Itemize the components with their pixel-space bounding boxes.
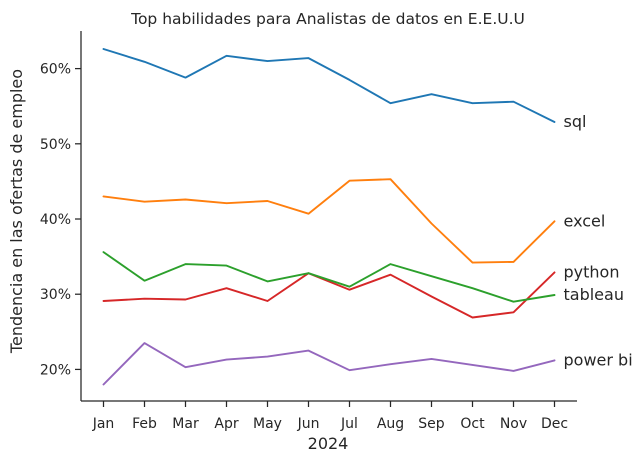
data-point-tableau: [266, 280, 269, 283]
y-tick-label: 40%: [40, 212, 71, 228]
data-point-sql: [512, 101, 515, 103]
data-point-tableau: [102, 251, 105, 253]
data-point-tableau: [430, 275, 433, 277]
data-point-sql: [471, 102, 474, 104]
data-point-tableau: [471, 287, 474, 289]
data-point-python: [225, 287, 228, 289]
data-point-power-bi: [430, 358, 433, 360]
data-point-excel: [225, 202, 228, 204]
series-label-power-bi: power bi: [564, 350, 633, 369]
x-tick-label: Jun: [297, 416, 320, 432]
data-point-tableau: [512, 301, 515, 303]
data-point-sql: [430, 93, 433, 95]
data-point-tableau: [553, 294, 556, 296]
data-point-python: [102, 300, 105, 302]
y-tick-label: 30%: [40, 287, 71, 303]
data-point-excel: [348, 180, 351, 182]
data-point-tableau: [143, 280, 146, 282]
data-point-python: [389, 274, 392, 276]
y-axis-ticks: 20% 30% 40% 50% 60%: [40, 62, 81, 378]
data-point-excel: [307, 213, 310, 215]
data-point-power-bi: [307, 350, 310, 352]
y-axis-title: Tendencia en las ofertas de empleo: [7, 69, 26, 354]
y-tick-label: 50%: [40, 137, 71, 153]
x-tick-label: Feb: [132, 416, 157, 432]
data-point-sql: [225, 55, 228, 57]
data-point-python: [471, 316, 474, 319]
data-point-power-bi: [143, 342, 146, 344]
x-tick-label: Oct: [460, 416, 485, 432]
data-point-python: [143, 298, 146, 300]
data-point-excel: [512, 261, 515, 263]
data-point-python: [512, 311, 515, 313]
data-point-sql: [389, 102, 392, 104]
series-line-tableau: [102, 251, 556, 303]
series-line-sql: [102, 48, 556, 123]
data-point-python: [430, 295, 433, 298]
x-tick-label: Sep: [418, 416, 445, 432]
data-point-python: [348, 289, 351, 291]
x-tick-label: May: [253, 416, 282, 432]
series-label-excel: excel: [564, 211, 606, 230]
data-point-power-bi: [348, 369, 351, 371]
data-point-power-bi: [389, 363, 392, 365]
x-tick-label: Jan: [92, 416, 115, 432]
data-point-tableau: [348, 286, 351, 288]
data-point-power-bi: [184, 366, 187, 368]
data-point-power-bi: [266, 356, 269, 358]
data-point-excel: [184, 198, 187, 201]
data-point-sql: [307, 57, 310, 59]
x-axis-title: 2024: [308, 434, 349, 453]
data-point-power-bi: [553, 359, 556, 361]
x-tick-label: Nov: [500, 416, 527, 432]
x-tick-label: Jul: [340, 416, 358, 432]
series-line-power-bi: [102, 342, 556, 386]
data-point-python: [266, 300, 269, 302]
chart-title: Top habilidades para Analistas de datos …: [130, 10, 525, 28]
data-point-excel: [471, 262, 474, 264]
data-point-tableau: [307, 272, 310, 274]
series-label-python: python: [564, 262, 620, 281]
data-point-python: [553, 271, 556, 274]
x-axis-ticks: Jan Feb Mar Apr May Jun Jul Aug Sep Oct Nov Dec: [92, 401, 568, 432]
data-point-tableau: [389, 263, 392, 265]
x-tick-label: Aug: [377, 416, 404, 432]
x-tick-label: Apr: [214, 416, 238, 432]
x-tick-label: Dec: [541, 416, 568, 432]
y-tick-label: 20%: [40, 362, 71, 378]
data-point-excel: [553, 220, 556, 222]
data-point-excel: [389, 178, 392, 180]
data-point-power-bi: [225, 359, 228, 361]
data-point-excel: [102, 195, 105, 198]
x-tick-label: Mar: [172, 416, 199, 432]
series-label-sql: sql: [564, 112, 587, 131]
data-point-sql: [348, 79, 351, 81]
data-point-excel: [266, 200, 269, 202]
data-point-python: [184, 298, 187, 301]
series-line-excel: [102, 178, 556, 264]
y-tick-label: 60%: [40, 62, 71, 78]
data-point-sql: [266, 60, 269, 62]
data-point-tableau: [225, 265, 228, 267]
data-point-excel: [143, 201, 146, 203]
data-point-sql: [184, 77, 187, 79]
data-point-sql: [102, 48, 105, 50]
data-point-excel: [430, 222, 433, 225]
data-point-power-bi: [102, 383, 105, 386]
data-point-tableau: [184, 263, 187, 265]
series-line-python: [102, 271, 556, 319]
data-point-sql: [143, 61, 146, 63]
plot-area: sql excel python tableau power bi: [102, 48, 633, 386]
series-label-tableau: tableau: [564, 285, 624, 304]
data-point-power-bi: [512, 370, 515, 372]
data-point-power-bi: [471, 364, 474, 366]
data-point-sql: [553, 121, 556, 123]
